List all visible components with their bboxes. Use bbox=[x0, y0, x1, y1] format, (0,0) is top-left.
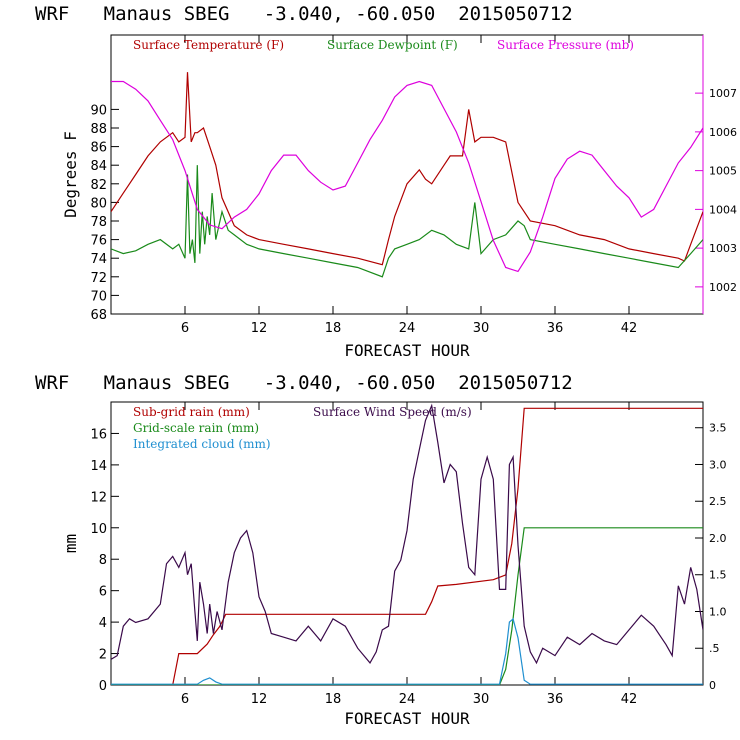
y-tick-label: 82 bbox=[90, 178, 107, 193]
y-tick-label: 88 bbox=[90, 122, 107, 137]
y-tick-label: 4 bbox=[99, 616, 107, 631]
y-tick-label: 70 bbox=[90, 289, 107, 304]
y-tick-label: 76 bbox=[90, 234, 107, 249]
x-tick-label: 36 bbox=[547, 321, 564, 336]
x-axis-label: FORECAST HOUR bbox=[344, 341, 470, 360]
chart-panel-2: WRF Manaus SBEG -3.040, -60.050 20150507… bbox=[35, 372, 727, 728]
x-tick-label: 12 bbox=[251, 692, 268, 707]
x-tick-label: 30 bbox=[473, 321, 490, 336]
y-tick-label: 14 bbox=[90, 459, 107, 474]
y-tick-label: 12 bbox=[90, 490, 107, 505]
series-line-grid-scale-rain-mm bbox=[111, 527, 703, 685]
legend-entry: Sub-grid rain (mm) bbox=[133, 405, 250, 419]
y2-tick-label: 1003 bbox=[709, 242, 737, 255]
y-tick-label: 80 bbox=[90, 196, 107, 211]
x-tick-label: 42 bbox=[621, 692, 638, 707]
y2-tick-label: 1007 bbox=[709, 87, 737, 100]
x-tick-label: 6 bbox=[181, 692, 189, 707]
y-tick-label: 16 bbox=[90, 427, 107, 442]
y2-tick-label: 1.0 bbox=[709, 605, 727, 618]
legend-entry: Surface Wind Speed (m/s) bbox=[313, 405, 472, 419]
y-tick-label: 2 bbox=[99, 648, 107, 663]
y2-tick-label: 0 bbox=[709, 679, 716, 692]
y2-tick-label: 3.5 bbox=[709, 422, 727, 435]
x-tick-label: 30 bbox=[473, 692, 490, 707]
series-line-surface-temperature-f bbox=[111, 72, 703, 266]
legend-entry: Integrated cloud (mm) bbox=[133, 437, 271, 451]
y-tick-label: 78 bbox=[90, 215, 107, 230]
legend-entry: Surface Temperature (F) bbox=[133, 38, 284, 52]
chart-title: WRF Manaus SBEG -3.040, -60.050 20150507… bbox=[35, 372, 573, 394]
legend-entry: Surface Dewpoint (F) bbox=[327, 38, 458, 52]
series-line-surface-pressure-mb bbox=[111, 80, 703, 273]
legend-entry: Grid-scale rain (mm) bbox=[133, 421, 259, 435]
y2-tick-label: 1002 bbox=[709, 281, 737, 294]
y2-tick-label: 2.5 bbox=[709, 495, 727, 508]
x-tick-label: 12 bbox=[251, 321, 268, 336]
y2-tick-label: 1006 bbox=[709, 126, 737, 139]
y-axis-label: mm bbox=[61, 534, 80, 553]
x-axis-label: FORECAST HOUR bbox=[344, 709, 470, 728]
y2-tick-label: 1004 bbox=[709, 203, 737, 216]
y2-tick-label: 3.0 bbox=[709, 458, 727, 471]
series-line-surface-wind-speed-m-s bbox=[111, 403, 703, 665]
y2-tick-label: 2.0 bbox=[709, 532, 727, 545]
y-tick-label: 0 bbox=[99, 679, 107, 694]
x-tick-label: 24 bbox=[399, 692, 416, 707]
x-tick-label: 6 bbox=[181, 321, 189, 336]
y-tick-label: 68 bbox=[90, 308, 107, 323]
y-tick-label: 84 bbox=[90, 159, 107, 174]
y-tick-label: 72 bbox=[90, 271, 107, 286]
y2-tick-label: 1005 bbox=[709, 165, 737, 178]
chart-title: WRF Manaus SBEG -3.040, -60.050 20150507… bbox=[35, 3, 573, 25]
y-tick-label: 10 bbox=[90, 522, 107, 537]
series-line-surface-dewpoint-f bbox=[111, 165, 703, 278]
x-tick-label: 18 bbox=[325, 692, 342, 707]
chart-panel-1: WRF Manaus SBEG -3.040, -60.050 20150507… bbox=[35, 3, 737, 360]
y2-tick-label: 1.5 bbox=[709, 569, 727, 582]
y-tick-label: 8 bbox=[99, 553, 107, 568]
y-tick-label: 86 bbox=[90, 141, 107, 156]
y-tick-label: 6 bbox=[99, 585, 107, 600]
y-tick-label: 90 bbox=[90, 103, 107, 118]
x-tick-label: 36 bbox=[547, 692, 564, 707]
series-line-sub-grid-rain-mm bbox=[111, 407, 703, 685]
y2-tick-label: .5 bbox=[709, 642, 720, 655]
y-tick-label: 74 bbox=[90, 252, 107, 267]
x-tick-label: 24 bbox=[399, 321, 416, 336]
series-line-integrated-cloud-mm bbox=[111, 617, 703, 685]
y-axis-label: Degrees F bbox=[61, 131, 80, 218]
x-tick-label: 42 bbox=[621, 321, 638, 336]
legend-entry: Surface Pressure (mb) bbox=[497, 38, 634, 52]
x-tick-label: 18 bbox=[325, 321, 342, 336]
plot-frame bbox=[110, 34, 704, 315]
